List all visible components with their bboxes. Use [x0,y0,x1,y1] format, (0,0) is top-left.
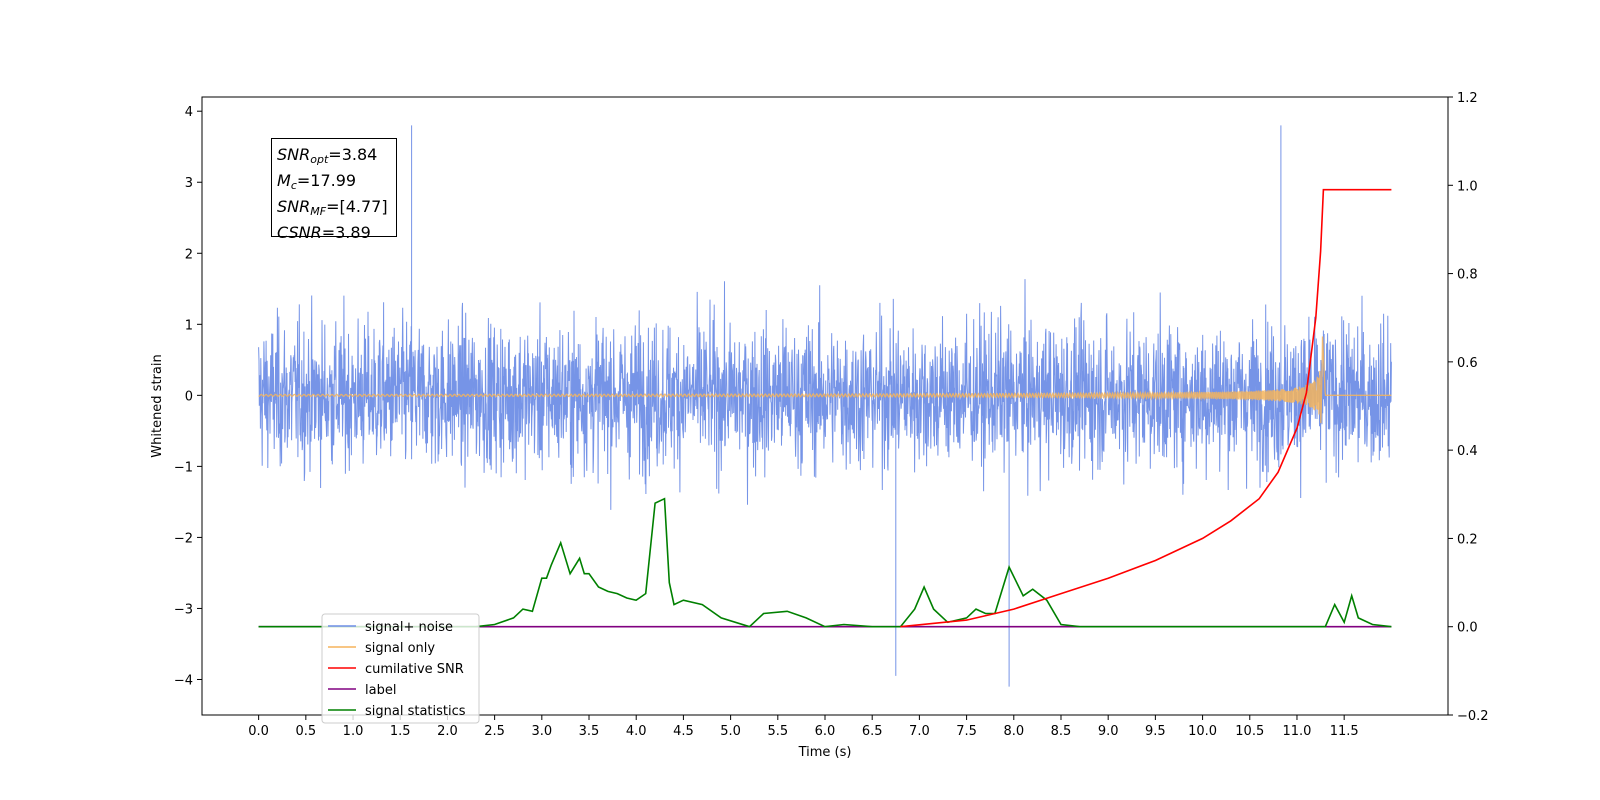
chirp-mass-line: Mc=17.99 [277,170,396,196]
x-tick-label: 5.0 [720,724,741,739]
snr-mf-line: SNRMF=[4.77] [277,196,396,222]
legend-label: signal statistics [365,704,466,719]
x-tick-label: 9.5 [1145,724,1166,739]
x-tick-label: 5.5 [767,724,788,739]
x-tick-label: 3.0 [531,724,552,739]
y2-tick-label: −0.2 [1457,709,1489,724]
y2-tick-label: 0.8 [1457,268,1478,283]
snr-mf-subscript: MF [310,205,327,218]
y-tick-label: 4 [185,105,193,120]
y-axis-label: Whitened strain [150,354,165,457]
x-tick-label: 8.5 [1051,724,1072,739]
y-tick-label: −2 [174,531,193,546]
series-signal-only-line [258,336,1392,424]
x-tick-label: 1.5 [390,724,411,739]
x-tick-label: 3.5 [579,724,600,739]
legend-box [321,613,480,724]
x-tick-label: 2.0 [437,724,458,739]
y-tick-label: 3 [185,176,193,191]
series-signal-statistics-line [258,497,1392,628]
y-tick-label: 1 [185,318,193,333]
y-tick-label: 0 [185,389,193,404]
y-tick-label: −4 [174,673,193,688]
csnr-symbol: CSNR [277,223,322,242]
x-tick-label: 0.0 [248,724,269,739]
series-cumulative-snr-line [900,188,1392,628]
chirp-mass-symbol: M [277,171,291,190]
x-tick-label: 7.5 [956,724,977,739]
x-tick-label: 10.0 [1188,724,1217,739]
snr-opt-line: SNRopt=3.84 [277,144,396,170]
y2-tick-label: 1.0 [1457,179,1478,194]
x-tick-label: 1.0 [343,724,364,739]
chirp-mass-subscript: c [290,179,297,192]
x-tick-label: 6.5 [862,724,883,739]
legend: signal+ noise signal only cumilative SNR la… [321,613,480,724]
x-tick-label: 11.5 [1330,724,1359,739]
x-tick-label: 2.5 [484,724,505,739]
x-tick-label: 10.5 [1235,724,1264,739]
snr-mf-symbol: SNR [277,197,311,216]
legend-label: signal only [365,641,435,656]
snr-opt-value: =3.84 [328,145,378,164]
y-tick-label: 2 [185,247,193,262]
legend-label: cumilative SNR [365,662,464,677]
y2-tick-label: 0.4 [1457,444,1478,459]
snr-mf-value: =[4.77] [326,197,388,216]
series-signal-noise-line [258,125,1392,687]
x-tick-label: 0.5 [295,724,316,739]
y2-tick-label: 0.6 [1457,356,1478,371]
snr-opt-symbol: SNR [277,145,311,164]
x-tick-label: 4.5 [673,724,694,739]
x-tick-label: 7.0 [909,724,930,739]
x-tick-label: 11.0 [1282,724,1311,739]
snr-opt-subscript: opt [310,153,329,166]
snr-info-box: SNRopt=3.84 Mc=17.99 SNRMF=[4.77] CSNR=3… [271,138,397,242]
y2-tick-label: 1.2 [1457,91,1478,106]
legend-label: signal+ noise [365,620,453,635]
chirp-mass-value: =17.99 [296,171,357,190]
csnr-line: CSNR=3.89 [277,222,396,243]
x-tick-label: 9.0 [1098,724,1119,739]
legend-label: label [365,683,396,698]
x-axis-label: Time (s) [798,745,852,760]
x-tick-label: 6.0 [815,724,836,739]
csnr-value: =3.89 [321,223,371,242]
x-tick-label: 4.0 [626,724,647,739]
y2-tick-label: 0.2 [1457,532,1478,547]
y2-tick-label: 0.0 [1457,621,1478,636]
x-tick-label: 8.0 [1003,724,1024,739]
y-tick-label: −1 [174,460,193,475]
y-tick-label: −3 [174,602,193,617]
